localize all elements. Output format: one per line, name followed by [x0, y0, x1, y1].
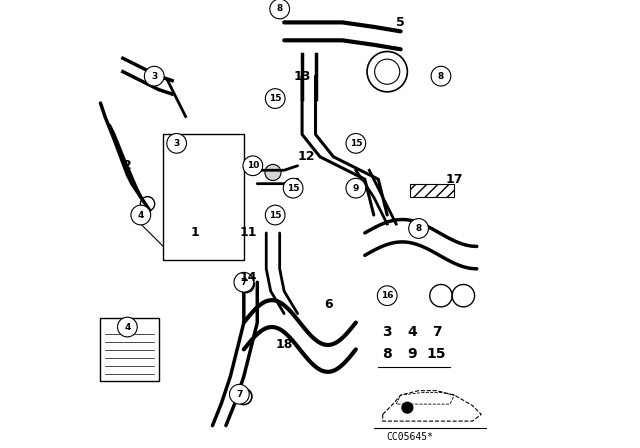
Circle shape — [230, 384, 249, 404]
Circle shape — [131, 205, 150, 225]
Text: 4: 4 — [138, 211, 144, 220]
Circle shape — [118, 317, 137, 337]
Text: 15: 15 — [349, 139, 362, 148]
Circle shape — [378, 286, 397, 306]
Text: 8: 8 — [382, 347, 392, 361]
Circle shape — [346, 178, 365, 198]
Text: 6: 6 — [324, 298, 333, 311]
Text: 4: 4 — [407, 324, 417, 339]
Text: 15: 15 — [427, 347, 446, 361]
Circle shape — [266, 89, 285, 108]
Circle shape — [236, 388, 252, 405]
Text: 11: 11 — [239, 226, 257, 240]
Circle shape — [409, 219, 428, 238]
Text: 15: 15 — [269, 94, 282, 103]
Circle shape — [238, 276, 254, 293]
Circle shape — [265, 164, 281, 181]
Text: 8: 8 — [415, 224, 422, 233]
Text: 14: 14 — [239, 271, 257, 284]
Circle shape — [243, 156, 262, 176]
Text: 8: 8 — [276, 4, 283, 13]
Text: 9: 9 — [353, 184, 359, 193]
Bar — [410, 184, 454, 197]
Text: 13: 13 — [293, 69, 311, 83]
Text: 18: 18 — [275, 338, 293, 352]
Circle shape — [270, 0, 289, 19]
Text: 3: 3 — [382, 324, 392, 339]
Text: 1: 1 — [190, 226, 199, 240]
Text: 2: 2 — [123, 159, 132, 172]
Text: 7: 7 — [236, 390, 243, 399]
Circle shape — [431, 66, 451, 86]
Text: 7: 7 — [431, 324, 442, 339]
Text: 3: 3 — [151, 72, 157, 81]
Circle shape — [145, 66, 164, 86]
Text: 3: 3 — [173, 139, 180, 148]
Circle shape — [402, 402, 413, 413]
Text: 10: 10 — [246, 161, 259, 170]
Circle shape — [234, 272, 253, 292]
Text: 12: 12 — [298, 150, 316, 164]
Text: 17: 17 — [445, 172, 463, 186]
Text: 8: 8 — [438, 72, 444, 81]
Circle shape — [140, 197, 155, 211]
Circle shape — [346, 134, 365, 153]
Circle shape — [284, 178, 303, 198]
Text: 16: 16 — [381, 291, 394, 300]
Text: 5: 5 — [396, 16, 405, 29]
Text: 15: 15 — [287, 184, 300, 193]
Text: 15: 15 — [269, 211, 282, 220]
Text: 4: 4 — [124, 323, 131, 332]
Circle shape — [167, 134, 186, 153]
Text: CC05645*: CC05645* — [386, 432, 433, 442]
Circle shape — [266, 205, 285, 225]
Text: 9: 9 — [407, 347, 417, 361]
Text: 7: 7 — [241, 278, 247, 287]
